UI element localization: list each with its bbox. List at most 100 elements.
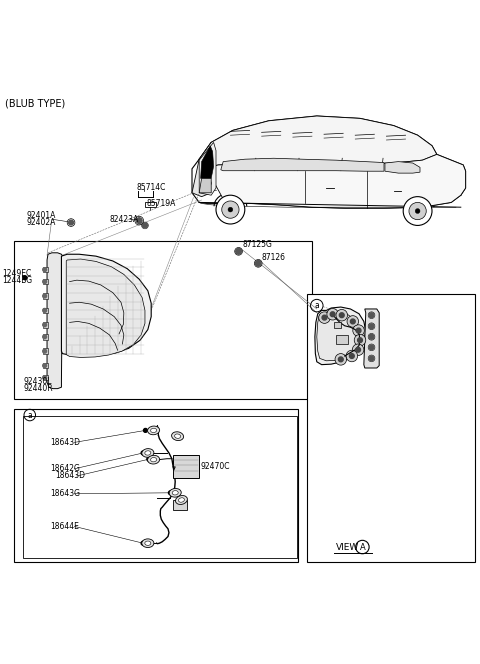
Text: 1249EC: 1249EC (2, 269, 32, 278)
Text: A: A (360, 542, 365, 552)
Circle shape (143, 223, 147, 228)
Polygon shape (199, 179, 211, 193)
Circle shape (369, 324, 374, 329)
Text: 92470C: 92470C (201, 462, 230, 471)
Circle shape (350, 319, 355, 324)
Circle shape (352, 344, 364, 355)
Polygon shape (315, 307, 366, 365)
Circle shape (69, 220, 73, 225)
Circle shape (336, 309, 348, 321)
Bar (334, 322, 341, 328)
Ellipse shape (169, 489, 181, 497)
Ellipse shape (151, 457, 156, 462)
Circle shape (338, 357, 343, 362)
Bar (43, 267, 48, 272)
Circle shape (356, 347, 360, 352)
Ellipse shape (147, 456, 160, 464)
Ellipse shape (175, 434, 180, 438)
Ellipse shape (171, 432, 184, 440)
Bar (173, 500, 187, 509)
Circle shape (216, 195, 245, 224)
Circle shape (369, 345, 374, 350)
Circle shape (228, 207, 233, 212)
Circle shape (319, 312, 330, 323)
Polygon shape (385, 161, 420, 173)
Ellipse shape (147, 426, 160, 435)
Circle shape (347, 315, 359, 327)
Circle shape (255, 260, 261, 266)
Polygon shape (199, 116, 437, 167)
Circle shape (43, 294, 47, 298)
Text: 85719A: 85719A (146, 199, 176, 208)
Circle shape (335, 354, 347, 365)
Polygon shape (211, 155, 466, 208)
Ellipse shape (142, 449, 154, 457)
Text: 87125G: 87125G (242, 240, 272, 249)
Text: 92402A: 92402A (26, 218, 56, 227)
Circle shape (43, 349, 47, 353)
Circle shape (141, 451, 145, 455)
Text: 85714C: 85714C (137, 183, 166, 193)
Circle shape (339, 313, 344, 317)
Circle shape (330, 312, 335, 317)
Polygon shape (47, 253, 64, 388)
Ellipse shape (151, 428, 156, 432)
Ellipse shape (142, 539, 154, 548)
Circle shape (43, 364, 47, 367)
Circle shape (23, 276, 27, 280)
Text: 18643G: 18643G (50, 489, 81, 498)
Circle shape (144, 428, 147, 432)
Text: a: a (27, 410, 32, 420)
Text: VIEW: VIEW (336, 542, 359, 552)
Text: 92401A: 92401A (26, 211, 56, 220)
Text: 18643D: 18643D (50, 438, 81, 447)
Bar (43, 349, 48, 354)
Circle shape (222, 201, 239, 218)
Circle shape (353, 325, 364, 337)
Bar (23, 416, 297, 558)
Text: 18644E: 18644E (50, 522, 79, 531)
Circle shape (147, 457, 151, 461)
Circle shape (43, 376, 47, 380)
Circle shape (236, 248, 241, 254)
Text: 18643D: 18643D (55, 471, 85, 481)
Bar (43, 322, 48, 327)
Circle shape (369, 335, 374, 339)
Circle shape (369, 313, 374, 317)
Polygon shape (66, 259, 145, 357)
Polygon shape (199, 142, 216, 195)
Bar (43, 293, 48, 299)
Ellipse shape (172, 491, 178, 495)
Polygon shape (364, 309, 379, 368)
Circle shape (136, 218, 142, 224)
Circle shape (327, 309, 338, 320)
Circle shape (415, 208, 420, 213)
Circle shape (409, 203, 426, 220)
Bar (43, 374, 48, 380)
Polygon shape (192, 142, 215, 197)
Polygon shape (61, 254, 151, 356)
Text: 87126: 87126 (262, 252, 286, 262)
Circle shape (354, 335, 366, 346)
Bar (145, 203, 156, 207)
Bar (43, 279, 48, 284)
Bar (43, 334, 48, 340)
Text: (BLUB TYPE): (BLUB TYPE) (5, 99, 65, 109)
Text: 1244BG: 1244BG (2, 276, 33, 285)
Circle shape (322, 315, 327, 320)
Polygon shape (317, 311, 361, 361)
Text: 92430L: 92430L (24, 377, 52, 386)
Ellipse shape (145, 451, 151, 455)
Text: a: a (314, 301, 319, 310)
Ellipse shape (179, 498, 184, 502)
Circle shape (358, 338, 362, 343)
Circle shape (43, 335, 47, 339)
Text: 82423A: 82423A (109, 214, 139, 224)
Bar (336, 335, 348, 344)
Bar (307, 293, 475, 562)
Polygon shape (221, 158, 384, 171)
Circle shape (349, 354, 354, 359)
Circle shape (43, 268, 47, 272)
Circle shape (369, 356, 374, 361)
Bar (14, 241, 312, 399)
